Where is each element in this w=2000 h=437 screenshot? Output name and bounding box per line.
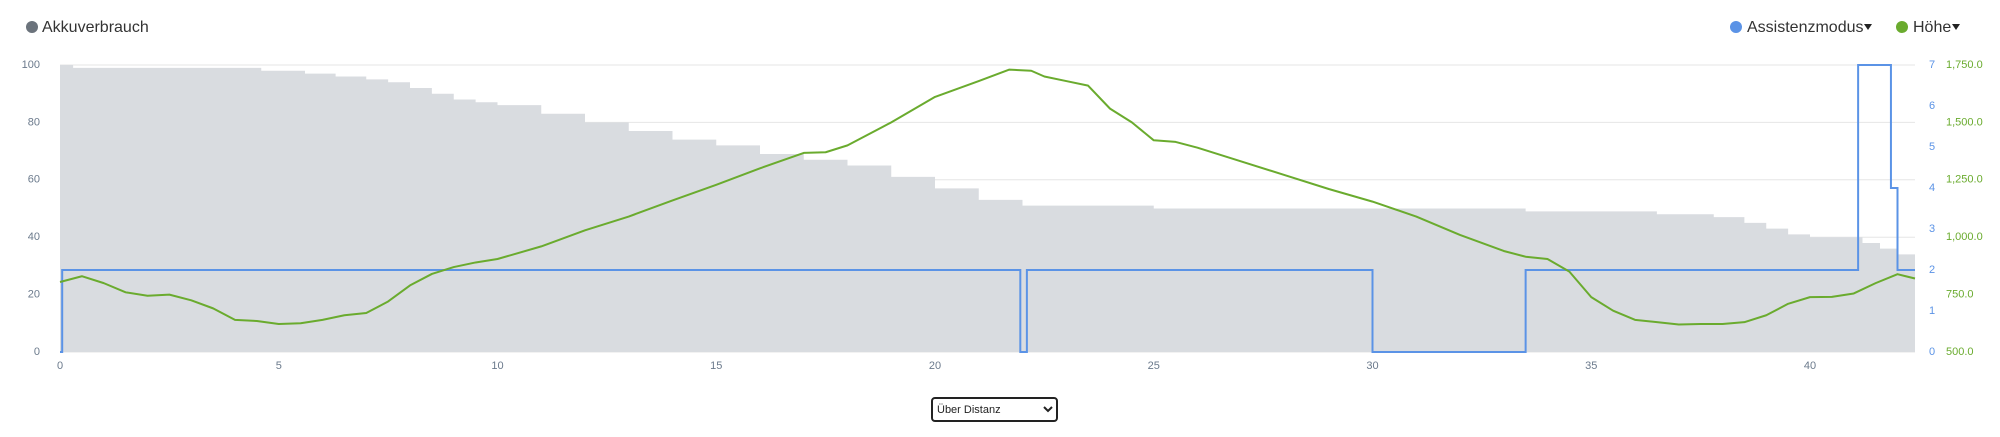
legend-label[interactable]: Assistenzmodus bbox=[1747, 19, 1864, 36]
y-tick-label: 60 bbox=[28, 174, 40, 186]
y3-tick-label: 500.0 bbox=[1946, 346, 1974, 358]
axes: 02040608010001234567500.0750.01,000.01,2… bbox=[22, 59, 1983, 372]
y2-tick-label: 2 bbox=[1929, 264, 1935, 276]
y2-tick-label: 0 bbox=[1929, 346, 1935, 358]
line bbox=[59, 68, 1916, 326]
y-tick-label: 0 bbox=[34, 346, 40, 358]
legend-swatch[interactable] bbox=[1730, 21, 1742, 33]
x-tick-label: 25 bbox=[1148, 360, 1160, 372]
x-tick-label: 40 bbox=[1804, 360, 1816, 372]
x-tick-label: 15 bbox=[710, 360, 722, 372]
dropdown-arrow[interactable] bbox=[1864, 24, 1872, 30]
x-tick-label: 5 bbox=[276, 360, 282, 372]
y-tick-label: 20 bbox=[28, 289, 40, 301]
y-tick-label: 40 bbox=[28, 231, 40, 243]
legend-label[interactable]: Akkuverbrauch bbox=[42, 19, 149, 36]
area bbox=[60, 65, 1915, 352]
legend-swatch[interactable] bbox=[1896, 21, 1908, 33]
x-tick-label: 30 bbox=[1366, 360, 1378, 372]
view-select[interactable]: Über Distanz bbox=[931, 397, 1058, 422]
x-tick-label: 0 bbox=[57, 360, 63, 372]
x-tick-label: 20 bbox=[929, 360, 941, 372]
y2-tick-label: 4 bbox=[1929, 182, 1935, 194]
y2-tick-label: 1 bbox=[1929, 305, 1935, 317]
y2-tick-label: 7 bbox=[1929, 59, 1935, 71]
y2-tick-label: 6 bbox=[1929, 100, 1935, 112]
step-line bbox=[60, 64, 1915, 353]
y2-tick-label: 5 bbox=[1929, 141, 1935, 153]
plot-area bbox=[59, 64, 1916, 353]
dropdown-arrow[interactable] bbox=[1952, 24, 1960, 30]
y3-tick-label: 750.0 bbox=[1946, 289, 1974, 301]
chart: Akkuverbrauch Assistenzmodus Höhe 020406… bbox=[22, 19, 1983, 372]
y3-tick-label: 1,750.0 bbox=[1946, 59, 1983, 71]
x-tick-label: 35 bbox=[1585, 360, 1597, 372]
y2-tick-label: 3 bbox=[1929, 223, 1935, 235]
legend-swatch[interactable] bbox=[26, 21, 38, 33]
legend-label[interactable]: Höhe bbox=[1913, 19, 1951, 36]
y3-tick-label: 1,000.0 bbox=[1946, 231, 1983, 243]
y3-tick-label: 1,250.0 bbox=[1946, 174, 1983, 186]
y-tick-label: 100 bbox=[22, 59, 40, 71]
y3-tick-label: 1,500.0 bbox=[1946, 116, 1983, 128]
y-tick-label: 80 bbox=[28, 116, 40, 128]
x-tick-label: 10 bbox=[491, 360, 503, 372]
